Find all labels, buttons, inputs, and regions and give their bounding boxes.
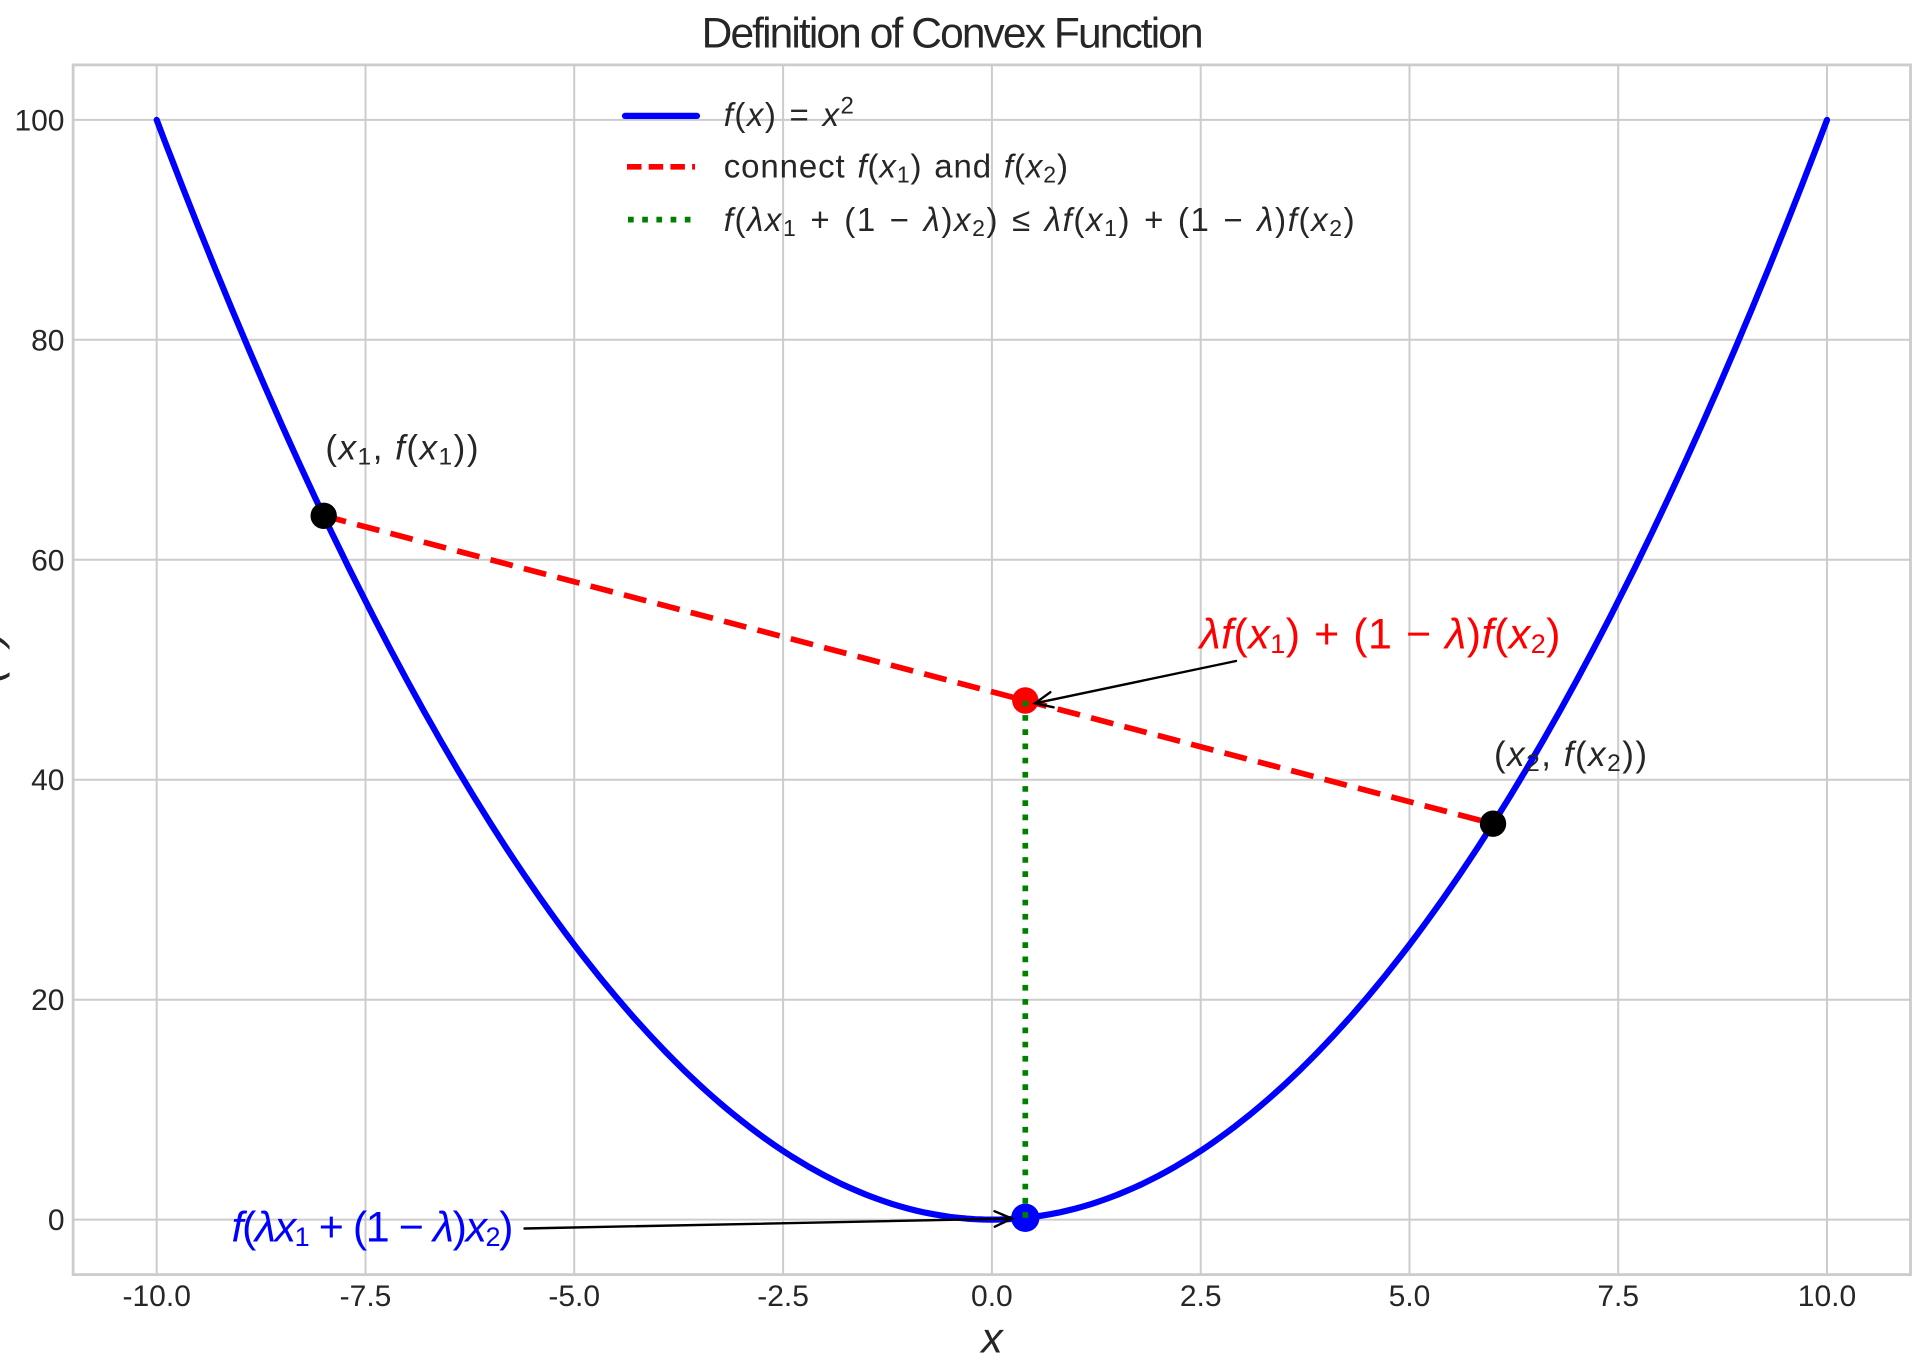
svg-text:f(λx1 + (1 − λ)x2) ≤ λf(x1) +: f(λx1 + (1 − λ)x2) ≤ λf(x1) + (1 − λ)f(x…: [724, 201, 1357, 241]
svg-text:80: 80: [31, 324, 64, 357]
svg-text:2.5: 2.5: [1180, 1280, 1222, 1313]
svg-text:f(x): f(x): [0, 631, 10, 696]
svg-text:20: 20: [31, 984, 64, 1017]
svg-text:-5.0: -5.0: [548, 1280, 600, 1313]
svg-text:0.0: 0.0: [971, 1280, 1013, 1313]
svg-text:f(x) = x2: f(x) = x2: [724, 93, 856, 134]
svg-text:60: 60: [31, 544, 64, 577]
svg-text:-10.0: -10.0: [123, 1280, 191, 1313]
svg-text:5.0: 5.0: [1389, 1280, 1431, 1313]
svg-text:Definition of Convex Function: Definition of Convex Function: [702, 11, 1202, 58]
svg-text:λf(x1) + (1 − λ)f(x2): λf(x1) + (1 − λ)f(x2): [1198, 611, 1561, 660]
svg-text:-2.5: -2.5: [757, 1280, 809, 1313]
svg-text:-7.5: -7.5: [340, 1280, 392, 1313]
svg-text:40: 40: [31, 764, 64, 797]
svg-text:connect f(x1) and f(x2): connect f(x1) and f(x2): [724, 148, 1069, 188]
svg-text:7.5: 7.5: [1597, 1280, 1639, 1313]
svg-text:10.0: 10.0: [1798, 1280, 1856, 1313]
svg-text:(x1, f(x1)): (x1, f(x1)): [325, 429, 480, 471]
svg-text:x: x: [979, 1315, 1004, 1363]
svg-text:f(λx1 + (1 − λ)x2): f(λx1 + (1 − λ)x2): [232, 1204, 512, 1253]
svg-text:0: 0: [48, 1204, 65, 1237]
svg-text:100: 100: [14, 104, 64, 137]
svg-text:(x2, f(x2)): (x2, f(x2)): [1494, 735, 1649, 777]
